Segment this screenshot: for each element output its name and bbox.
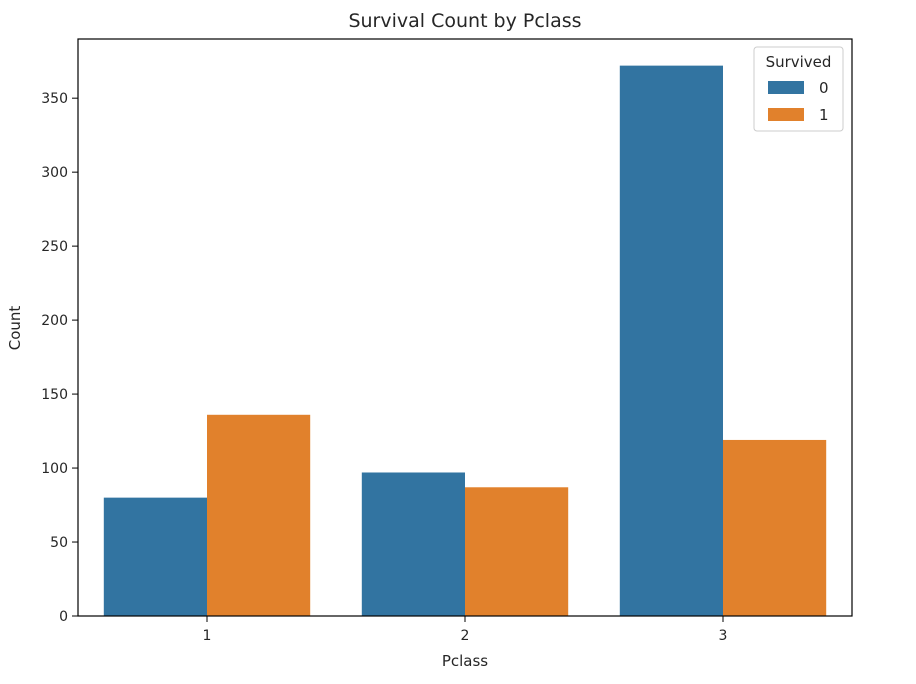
legend-label-0: 0 [819, 79, 829, 97]
chart-title: Survival Count by Pclass [348, 10, 581, 32]
y-axis-label: Count [6, 306, 24, 351]
legend-label-1: 1 [819, 106, 829, 124]
legend-swatch-0 [768, 81, 804, 94]
y-tick-label: 200 [41, 313, 68, 329]
bar-3-survived-0 [619, 65, 723, 616]
bar-2-survived-1 [465, 487, 569, 616]
y-tick-label: 300 [41, 165, 68, 181]
x-axis-label: Pclass [442, 652, 488, 670]
y-tick-label: 350 [41, 91, 68, 107]
legend-swatch-1 [768, 108, 804, 121]
bar-3-survived-1 [723, 439, 827, 616]
y-tick-label: 0 [59, 609, 68, 625]
bar-1-survived-1 [207, 414, 311, 616]
bar-2-survived-0 [361, 472, 465, 616]
x-tick-label: 1 [203, 628, 212, 644]
legend-title: Survived [766, 53, 832, 71]
y-tick-label: 250 [41, 239, 68, 255]
x-tick-label: 3 [719, 628, 728, 644]
y-tick-label: 50 [50, 535, 68, 551]
y-tick-label: 150 [41, 387, 68, 403]
legend: Survived 0 1 [753, 46, 844, 132]
bar-1-survived-0 [103, 497, 207, 616]
x-tick-label: 2 [461, 628, 470, 644]
bars-layer [103, 65, 827, 616]
axes-layer: 0 50 100 150 200 250 300 350 1 2 3 [41, 38, 853, 644]
y-tick-label: 100 [41, 461, 68, 477]
